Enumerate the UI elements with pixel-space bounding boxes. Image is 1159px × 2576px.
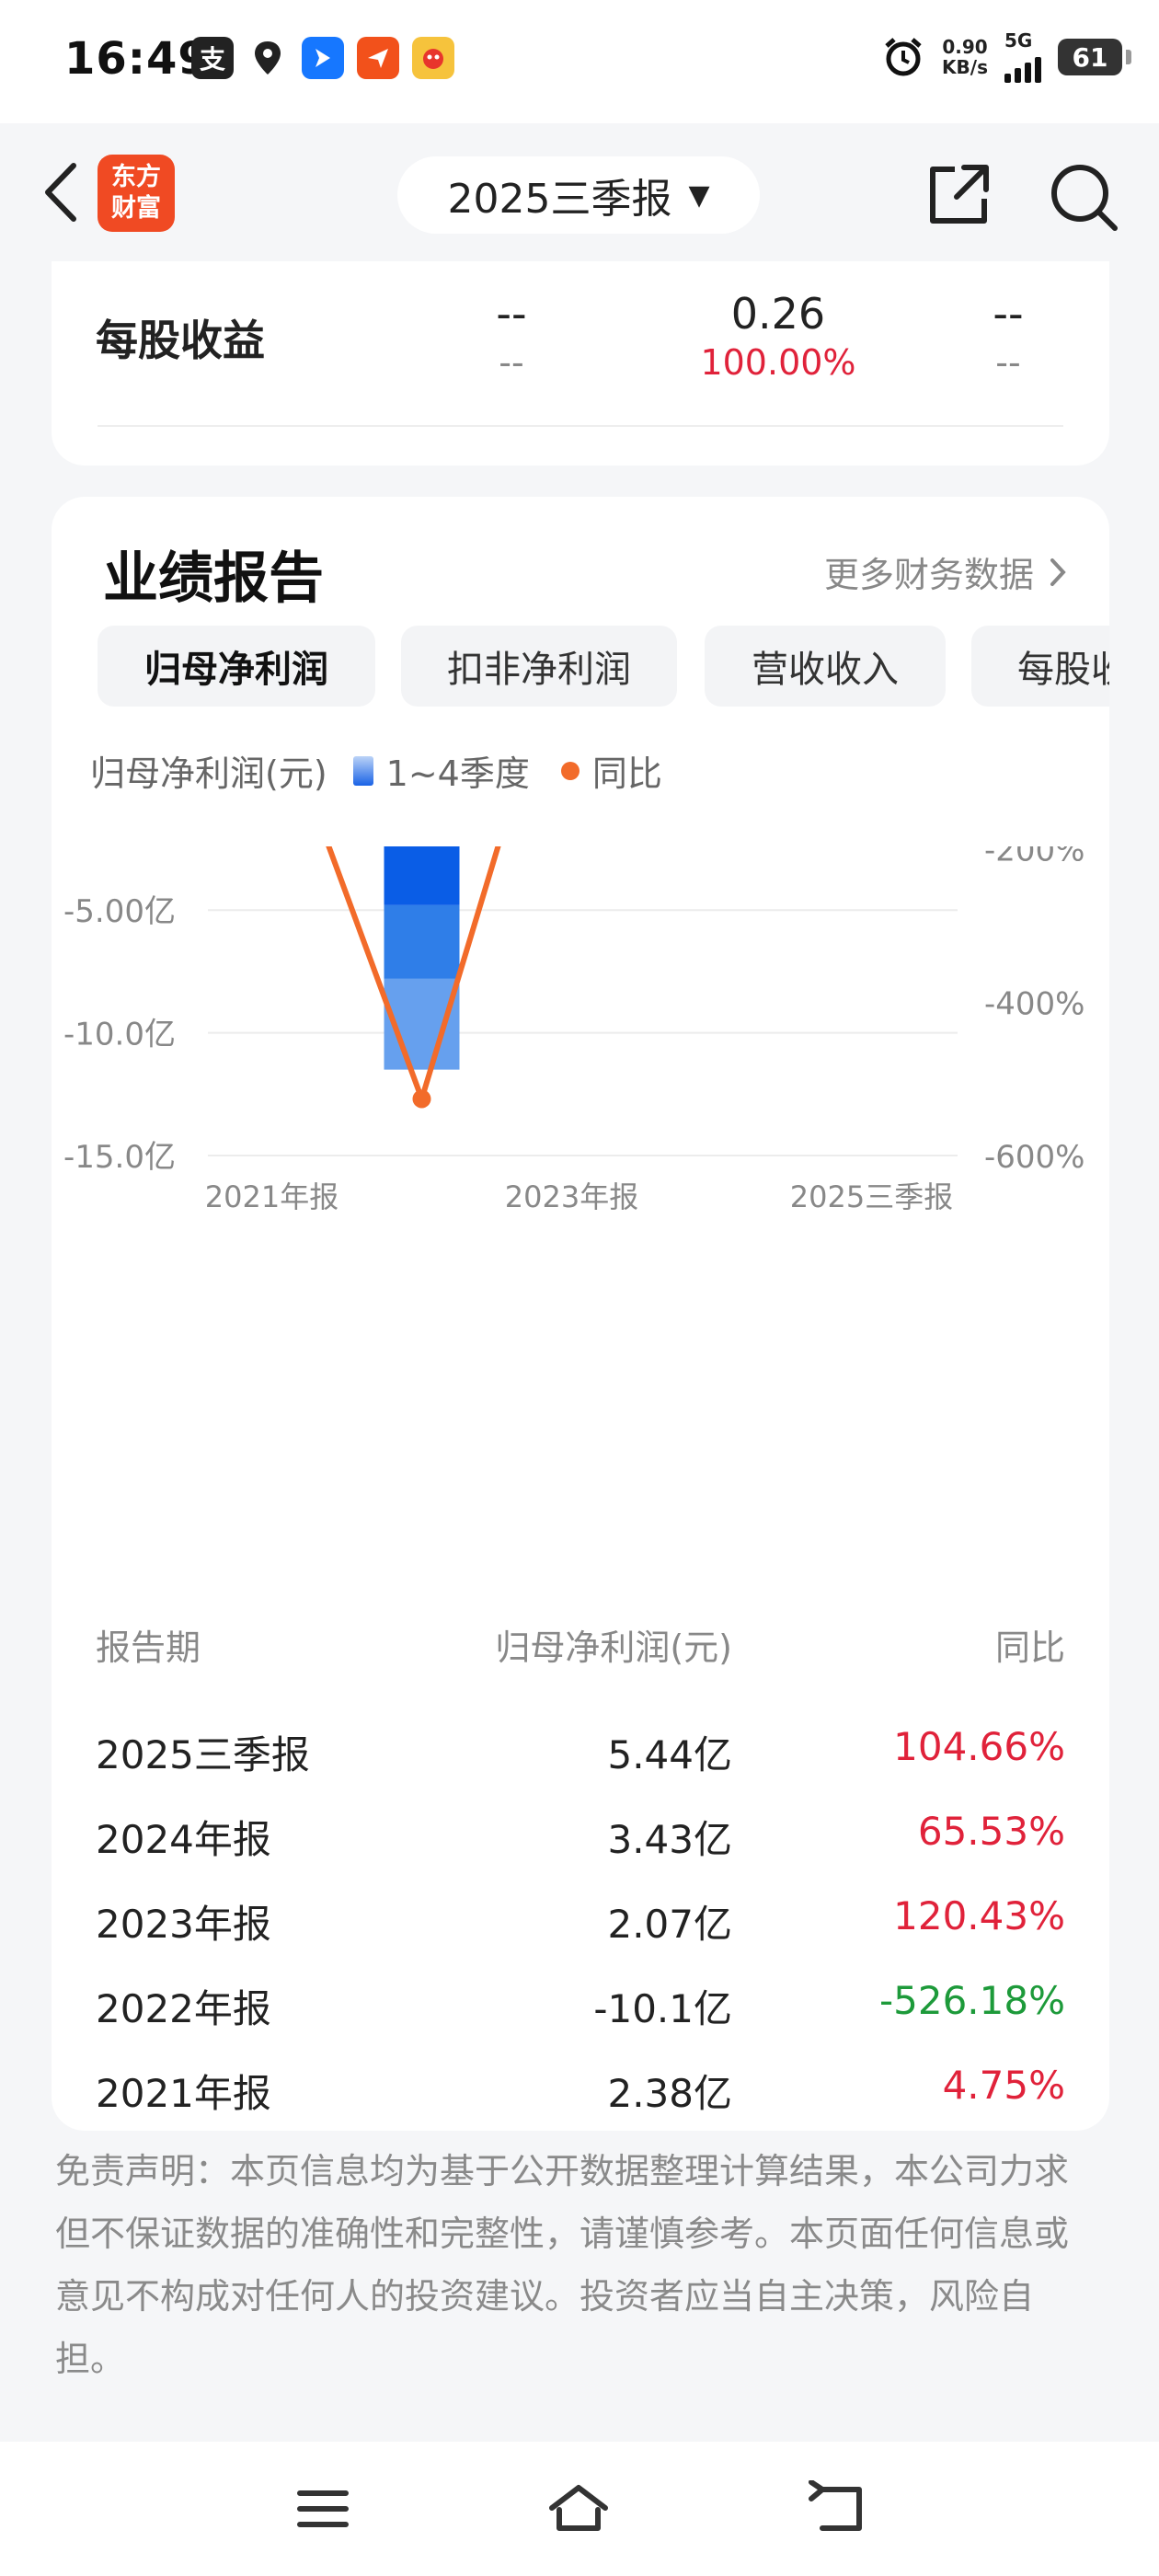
top-nav-bar: 东方 财富 2025三季报 ▼: [0, 123, 1159, 261]
cartoon-app-icon: [412, 37, 454, 79]
chart-legend: 归母净利润(元) 1~4季度 同比: [90, 745, 662, 796]
search-button[interactable]: [1047, 160, 1120, 234]
divider: [98, 425, 1063, 427]
home-icon: [549, 2485, 608, 2531]
y-right-tick-label: -200%: [984, 846, 1084, 869]
header-yoy: 同比: [994, 1627, 1065, 1668]
row-value: 2.38亿: [607, 2071, 732, 2116]
status-bar: 16:49 支 0.90 KB/s 5G 61: [0, 0, 1159, 123]
back-return-icon: [809, 2479, 862, 2531]
row-period: 2021年报: [96, 2071, 271, 2116]
y-left-tick-label: -10.0亿: [63, 1017, 176, 1053]
disclaimer-text: 免责声明：本页信息均为基于公开数据整理计算结果，本公司力求但不保证数据的准确性和…: [55, 2151, 1070, 2379]
alarm-icon: [885, 38, 922, 76]
table-row: 2025三季报 5.44亿 104.66%: [96, 1724, 1065, 1788]
table-row: 2024年报 3.43亿 65.53%: [96, 1809, 1065, 1873]
net-profit-chart: 10.0亿5.00亿0.00-5.00亿-10.0亿-15.0亿200%0%-2…: [63, 846, 1084, 1214]
x-tick-label: 2025三季报: [790, 1179, 953, 1214]
bar-segment: [384, 846, 460, 905]
tab-eps[interactable]: 每股收: [971, 626, 1109, 707]
row-yoy: 120.43%: [893, 1893, 1065, 1938]
y-left-tick-label: -15.0亿: [63, 1139, 176, 1176]
y-right-tick-label: -400%: [984, 985, 1084, 1022]
row-yoy: 65.53%: [917, 1809, 1065, 1854]
tab-net-profit[interactable]: 归母净利润: [98, 626, 375, 707]
row-value: -10.1亿: [593, 1986, 732, 2031]
yoy-line: [326, 846, 501, 1102]
caret-down-icon: ▼: [688, 178, 710, 212]
period-label: 2025三季报: [447, 176, 672, 223]
return-button[interactable]: [806, 2479, 870, 2537]
orange-send-app-icon: [357, 37, 399, 79]
eps-col-2: 0.26 100.00%: [700, 289, 856, 383]
y-right-tick-label: -600%: [984, 1139, 1084, 1176]
performance-report-card: 业绩报告 更多财务数据 归母净利润 扣非净利润 营收收入 每股收 归母净利润(元…: [52, 497, 1109, 2131]
legend-bars-label: 1~4季度: [385, 753, 530, 794]
row-value: 3.43亿: [607, 1817, 732, 1862]
search-icon: [1051, 165, 1118, 231]
tab-revenue[interactable]: 营收收入: [705, 626, 946, 707]
chevron-right-icon: [1050, 558, 1066, 586]
bar-segment: [384, 904, 460, 979]
header-period: 报告期: [96, 1627, 201, 1668]
row-period: 2024年报: [96, 1817, 271, 1862]
blue-arrow-app-icon: [302, 37, 344, 79]
yoy-point: [412, 1089, 431, 1109]
row-yoy: -526.18%: [878, 1978, 1065, 2023]
legend-bar-swatch: [352, 755, 373, 786]
status-right: 0.90 KB/s 5G 61: [881, 31, 1131, 83]
tab-deducted-net-profit[interactable]: 扣非净利润: [401, 626, 677, 707]
battery-icon: 61: [1058, 39, 1131, 75]
legend-metric: 归母净利润(元): [90, 753, 327, 794]
eastmoney-logo: 东方 财富: [98, 155, 175, 232]
row-period: 2023年报: [96, 1902, 271, 1947]
table-row: 2022年报 -10.1亿 -526.18%: [96, 1978, 1065, 2042]
signal-indicator: 5G: [1004, 31, 1041, 83]
x-tick-label: 2023年报: [505, 1179, 638, 1214]
location-pin-icon: [247, 37, 289, 79]
legend-line-dot: [560, 761, 580, 780]
x-tick-label: 2021年报: [205, 1179, 339, 1214]
row-value: 5.44亿: [607, 1732, 732, 1777]
signal-bars-icon: [1004, 50, 1041, 83]
metric-tabs: 归母净利润 扣非净利润 营收收入 每股收: [98, 626, 1109, 710]
home-button[interactable]: [546, 2480, 611, 2537]
share-button[interactable]: [924, 160, 993, 230]
net-speed: 0.90 KB/s: [942, 36, 988, 78]
row-value: 2.07亿: [607, 1902, 732, 1947]
row-period: 2022年报: [96, 1986, 271, 2031]
legend-line-label: 同比: [591, 753, 662, 794]
share-icon: [930, 165, 989, 224]
chevron-left-icon: [45, 163, 76, 222]
more-financial-data-link[interactable]: 更多财务数据: [824, 546, 1067, 597]
period-dropdown[interactable]: 2025三季报 ▼: [397, 156, 760, 234]
table-header: 报告期 归母净利润(元) 同比: [96, 1619, 1065, 1674]
row-yoy: 104.66%: [893, 1724, 1065, 1769]
status-time: 16:49: [64, 33, 210, 85]
table-row: 2021年报 2.38亿 4.75%: [96, 2063, 1065, 2127]
status-app-icons: 支: [191, 37, 454, 79]
eps-label: 每股收益: [96, 316, 265, 365]
system-nav-bar: [0, 2442, 1159, 2576]
menu-icon: [297, 2490, 349, 2527]
table-row: 2023年报 2.07亿 120.43%: [96, 1893, 1065, 1958]
eps-col-3: -- --: [993, 289, 1024, 383]
y-left-tick-label: -5.00亿: [63, 893, 176, 930]
row-period: 2025三季报: [96, 1732, 310, 1777]
section-title: 业绩报告: [103, 546, 324, 611]
menu-button[interactable]: [291, 2480, 355, 2537]
header-value: 归母净利润(元): [495, 1627, 732, 1668]
alipay-icon: 支: [191, 37, 234, 79]
row-yoy: 4.75%: [942, 2063, 1065, 2108]
eps-card: 每股收益 -- -- 0.26 100.00% -- --: [52, 261, 1109, 466]
back-button[interactable]: [37, 160, 92, 224]
eps-col-1: -- --: [496, 289, 527, 383]
